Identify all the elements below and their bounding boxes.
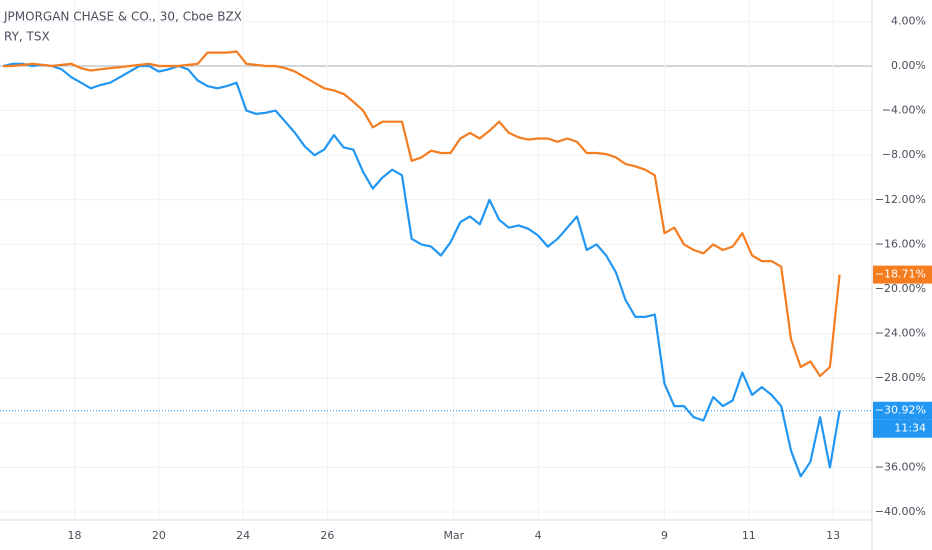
series-line [2, 62, 841, 478]
x-tick-label: 9 [661, 529, 668, 542]
last-value-badge [873, 265, 932, 284]
x-tick-label: 26 [320, 529, 334, 542]
last-value-badge [873, 401, 932, 420]
y-tick-label: −12.00% [875, 193, 926, 206]
x-tick-label: 18 [68, 529, 82, 542]
y-tick-label: −4.00% [882, 104, 926, 117]
time-badge [873, 419, 932, 438]
x-tick-label: 20 [152, 529, 166, 542]
chart-subtitle: RY, TSX [4, 30, 50, 44]
y-tick-label: −28.00% [875, 371, 926, 384]
y-tick-label: −20.00% [875, 282, 926, 295]
x-tick-label: Mar [443, 529, 464, 542]
y-tick-label: −16.00% [875, 237, 926, 250]
x-tick-label: 11 [742, 529, 756, 542]
x-tick-label: 24 [236, 529, 250, 542]
y-tick-label: 4.00% [891, 14, 926, 27]
y-tick-label: −24.00% [875, 327, 926, 340]
last-value-label: −30.92% [875, 404, 926, 417]
y-tick-label: 0.00% [891, 59, 926, 72]
chart-title: JPMORGAN CHASE & CO., 30, Cboe BZX [3, 10, 242, 24]
x-tick-label: 13 [826, 529, 840, 542]
time-label: 11:34 [894, 422, 926, 435]
series-line [3, 50, 841, 378]
last-value-label: −18.71% [875, 268, 926, 281]
y-tick-label: −40.00% [875, 505, 926, 518]
y-tick-label: −8.00% [882, 148, 926, 161]
y-tick-label: −36.00% [875, 460, 926, 473]
x-tick-label: 4 [535, 529, 542, 542]
